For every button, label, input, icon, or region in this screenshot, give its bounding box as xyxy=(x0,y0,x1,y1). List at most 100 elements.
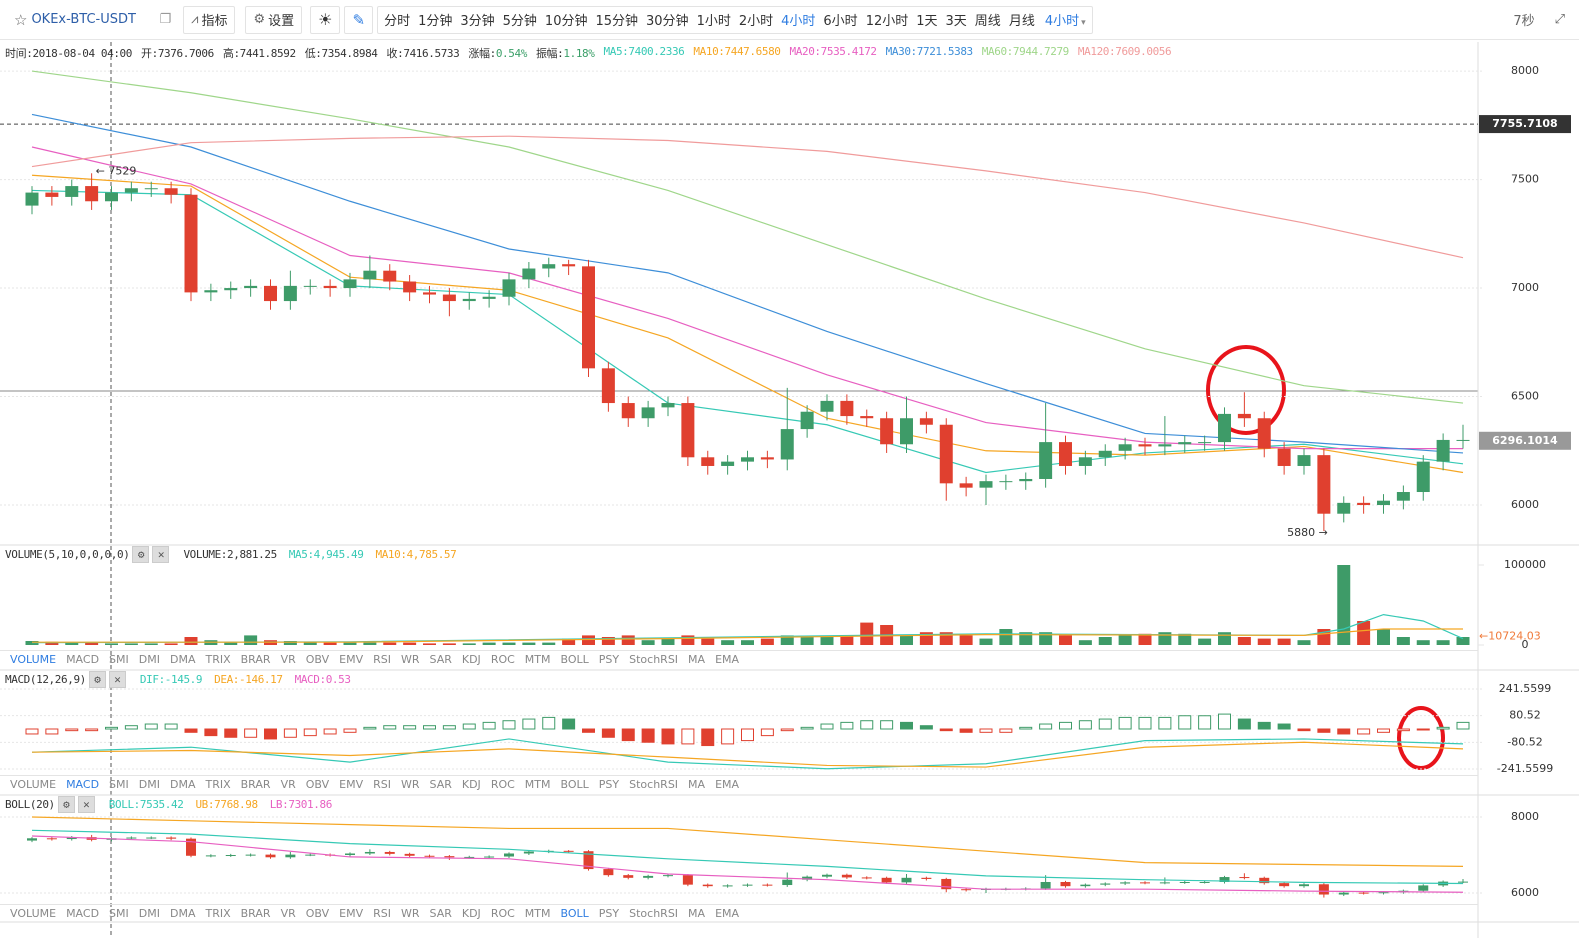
indicator-tab[interactable]: EMV xyxy=(339,653,364,666)
settings-button[interactable]: ⚙ 设置 xyxy=(245,5,303,34)
indicator-tab[interactable]: MTM xyxy=(524,653,551,666)
indicator-tab[interactable]: KDJ xyxy=(461,778,481,791)
indicator-tab[interactable]: TRIX xyxy=(205,907,231,920)
indicator-tab[interactable]: MACD xyxy=(66,907,100,920)
close-icon[interactable]: ✕ xyxy=(152,546,170,563)
indicator-tab[interactable]: EMV xyxy=(339,907,364,920)
interval-option[interactable]: 月线 xyxy=(1008,14,1035,29)
indicator-tab[interactable]: KDJ xyxy=(461,907,481,920)
interval-option[interactable]: 30分钟 xyxy=(646,14,689,29)
indicator-tab[interactable]: SAR xyxy=(429,778,452,791)
indicator-tab[interactable]: PSY xyxy=(598,653,620,666)
settings-icon[interactable]: ⚙ xyxy=(132,546,150,563)
indicator-tab[interactable]: MTM xyxy=(524,907,551,920)
interval-option[interactable]: 15分钟 xyxy=(595,14,639,29)
indicator-tab[interactable]: EMA xyxy=(715,653,740,666)
indicator-tab[interactable]: DMA xyxy=(169,907,196,920)
indicator-tab[interactable]: VR xyxy=(280,653,296,666)
indicators-button[interactable]: ⩘ 指标 xyxy=(183,5,236,34)
indicator-tab[interactable]: WR xyxy=(400,907,420,920)
indicator-tab[interactable]: RSI xyxy=(373,907,391,920)
interval-option[interactable]: 6小时 xyxy=(823,14,858,29)
interval-option[interactable]: 1天 xyxy=(916,14,938,29)
candle-body xyxy=(643,875,654,878)
indicator-tab[interactable]: WR xyxy=(400,778,420,791)
indicator-tab[interactable]: StochRSI xyxy=(629,778,679,791)
indicator-tab[interactable]: MA xyxy=(688,653,706,666)
indicator-tab[interactable]: StochRSI xyxy=(629,907,679,920)
indicator-tab[interactable]: EMV xyxy=(339,778,364,791)
macd-bar xyxy=(25,728,39,735)
interval-option[interactable]: 1分钟 xyxy=(418,14,453,29)
draw-button[interactable]: ✎ xyxy=(344,5,374,34)
indicator-tab[interactable]: ROC xyxy=(490,653,515,666)
macd-bar xyxy=(303,728,317,737)
ma-line xyxy=(31,113,1464,454)
indicator-tab[interactable]: DMI xyxy=(138,653,160,666)
indicator-tab[interactable]: RSI xyxy=(373,653,391,666)
indicator-tab[interactable]: DMI xyxy=(138,778,160,791)
indicator-tab[interactable]: MA xyxy=(688,778,706,791)
symbol[interactable]: OKEx-BTC-USDT xyxy=(31,12,136,27)
indicator-tab[interactable]: MTM xyxy=(524,778,551,791)
indicator-tab[interactable]: DMA xyxy=(169,653,196,666)
indicator-tab[interactable]: ROC xyxy=(490,778,515,791)
interval-option[interactable]: 12小时 xyxy=(865,14,909,29)
indicator-tab[interactable]: OBV xyxy=(305,778,330,791)
indicator-tab[interactable]: EMA xyxy=(715,778,740,791)
candle-body xyxy=(1078,457,1092,466)
indicator-tab[interactable]: OBV xyxy=(305,907,330,920)
indicator-tab[interactable]: PSY xyxy=(598,907,620,920)
interval-option[interactable]: 10分钟 xyxy=(544,14,588,29)
indicator-tab[interactable]: EMA xyxy=(715,907,740,920)
indicator-tab[interactable]: MA xyxy=(688,907,706,920)
indicator-tab[interactable]: VOLUME xyxy=(10,907,57,920)
candle-body xyxy=(144,188,158,190)
indicator-tab[interactable]: SMI xyxy=(109,653,129,666)
interval-select[interactable]: 4小时 ▾ xyxy=(1041,10,1090,29)
indicator-tab[interactable]: SAR xyxy=(429,653,452,666)
close-icon[interactable]: ✕ xyxy=(108,671,126,688)
indicator-tab[interactable]: VR xyxy=(280,778,296,791)
interval-option[interactable]: 3分钟 xyxy=(460,14,495,29)
indicator-tab[interactable]: OBV xyxy=(305,653,330,666)
indicator-tab[interactable]: SMI xyxy=(109,907,129,920)
interval-option[interactable]: 3天 xyxy=(945,14,967,29)
fullscreen-icon[interactable]: ⤢ xyxy=(1554,12,1565,27)
macd-bar xyxy=(1218,713,1231,730)
indicator-tab[interactable]: SMI xyxy=(109,778,129,791)
indicator-tab[interactable]: TRIX xyxy=(205,778,231,791)
indicator-tab[interactable]: RSI xyxy=(373,778,391,791)
interval-option[interactable]: 4小时 xyxy=(781,14,816,29)
interval-option[interactable]: 周线 xyxy=(974,14,1001,29)
indicator-tab[interactable]: MACD xyxy=(66,778,100,791)
indicator-tab[interactable]: VOLUME xyxy=(10,778,57,791)
indicator-tab[interactable]: StochRSI xyxy=(629,653,679,666)
indicator-tab[interactable]: BRAR xyxy=(240,653,271,666)
settings-icon[interactable]: ⚙ xyxy=(57,796,75,813)
indicator-tab[interactable]: BRAR xyxy=(240,778,271,791)
interval-option[interactable]: 分时 xyxy=(384,14,411,29)
settings-icon[interactable]: ⚙ xyxy=(88,671,106,688)
indicator-tab[interactable]: DMA xyxy=(169,778,196,791)
indicator-tab[interactable]: WR xyxy=(400,653,420,666)
candle-body xyxy=(682,875,693,885)
indicator-tab[interactable]: BOLL xyxy=(560,653,589,666)
indicator-tab[interactable]: TRIX xyxy=(205,653,231,666)
indicator-tab[interactable]: VOLUME xyxy=(10,653,57,666)
indicator-tab[interactable]: BOLL xyxy=(560,778,589,791)
indicator-tab[interactable]: VR xyxy=(280,907,296,920)
indicator-tab[interactable]: DMI xyxy=(138,907,160,920)
interval-option[interactable]: 1小时 xyxy=(696,14,731,29)
indicator-tab[interactable]: SAR xyxy=(429,907,452,920)
indicator-tab[interactable]: MACD xyxy=(66,653,100,666)
indicator-tab[interactable]: BRAR xyxy=(240,907,271,920)
indicator-tab[interactable]: ROC xyxy=(490,907,515,920)
theme-button[interactable]: ☀ xyxy=(310,5,341,34)
interval-option[interactable]: 2小时 xyxy=(738,14,774,29)
close-icon[interactable]: ✕ xyxy=(77,796,95,813)
interval-option[interactable]: 5分钟 xyxy=(502,14,537,29)
indicator-tab[interactable]: BOLL xyxy=(560,907,589,920)
indicator-tab[interactable]: PSY xyxy=(598,778,620,791)
indicator-tab[interactable]: KDJ xyxy=(461,653,481,666)
